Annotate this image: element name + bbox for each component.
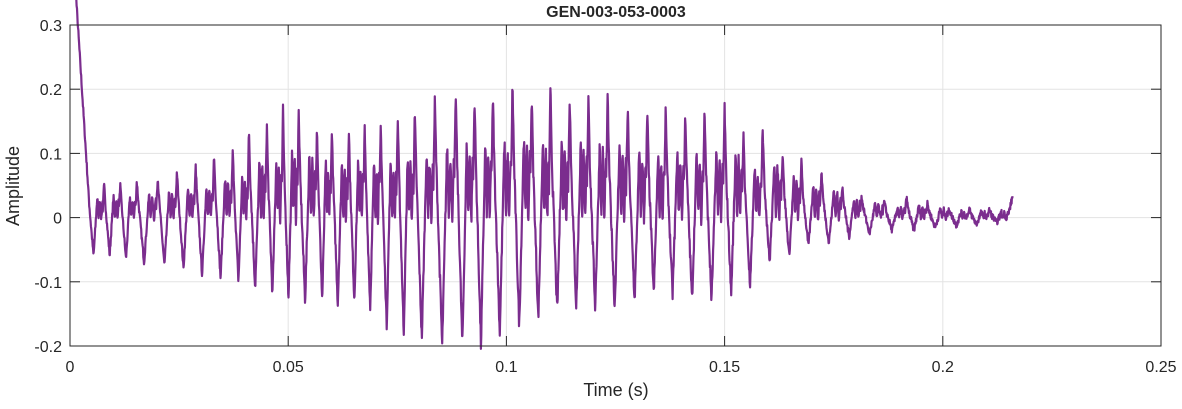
y-tick-label: 0.2 [40, 82, 62, 99]
x-tick-label: 0.25 [1145, 359, 1176, 376]
plot-frame [69, 24, 1162, 347]
x-axis-label: Time (s) [583, 380, 648, 400]
x-tick-label: 0.2 [932, 359, 954, 376]
y-tick-label: -0.1 [34, 275, 62, 292]
y-tick-label: 0.1 [40, 146, 62, 163]
x-tick-label: 0.1 [495, 359, 517, 376]
y-tick-label: -0.2 [34, 339, 62, 356]
y-axis-label: Amplitude [3, 146, 23, 226]
x-tick-label: 0.05 [273, 359, 304, 376]
axis-ticks: 0 0.05 0.1 0.15 0.2 0.25 -0.2 -0.1 0 0.1 0.2 0.3 [34, 18, 1176, 376]
y-tick-label: 0 [53, 211, 62, 228]
waveform-line [75, 0, 1014, 350]
y-tick-label: 0.3 [40, 18, 62, 35]
x-tick-label: 0 [66, 359, 75, 376]
chart-title: GEN-003-053-0003 [546, 4, 686, 21]
x-tick-label: 0.15 [709, 359, 740, 376]
